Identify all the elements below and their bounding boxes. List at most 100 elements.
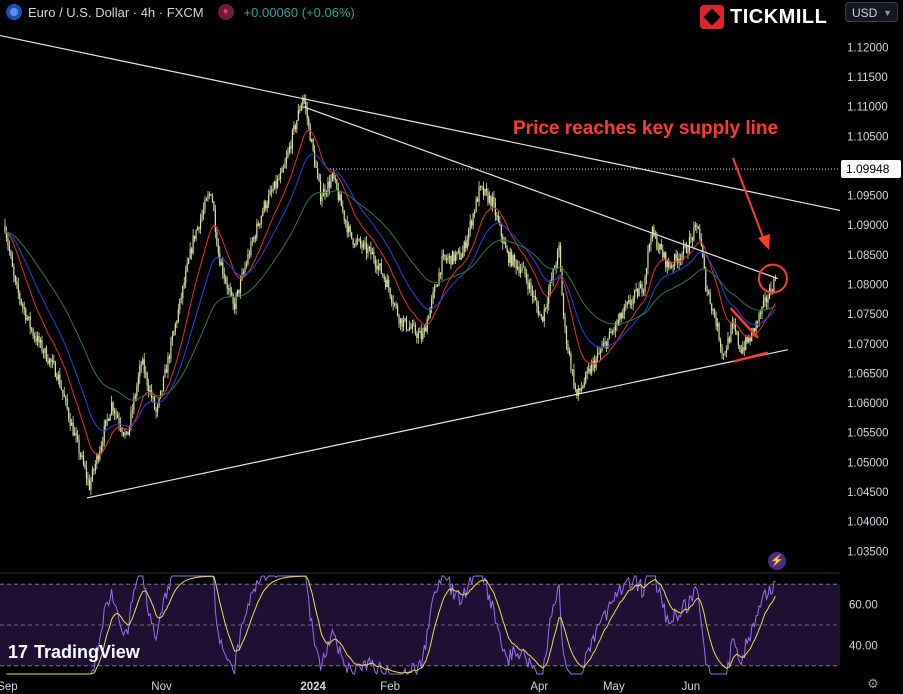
watermark-text: TradingView — [34, 642, 140, 662]
candle-body — [453, 251, 455, 262]
candle-body — [253, 236, 255, 242]
candle-body — [602, 343, 605, 348]
candle-body — [168, 356, 171, 359]
candle-body — [76, 435, 79, 440]
candle-body — [681, 253, 683, 260]
candle-body — [88, 479, 91, 490]
candle-body — [17, 284, 19, 293]
candle-body — [562, 295, 565, 317]
candle-body — [454, 254, 456, 262]
candle-body — [413, 324, 415, 326]
candle-body — [236, 289, 239, 296]
candle-body — [328, 181, 331, 188]
candle-body — [79, 453, 82, 457]
candle-body — [472, 213, 474, 226]
candle-body — [693, 227, 695, 241]
candle-body — [419, 331, 421, 333]
candle-body — [201, 214, 203, 220]
candle-body — [635, 288, 637, 291]
candle-body — [60, 386, 62, 390]
candle-body — [155, 408, 157, 413]
trendline — [302, 106, 779, 280]
candle-body — [564, 316, 566, 328]
currency-value: USD — [852, 6, 878, 20]
candle-body — [614, 322, 616, 332]
candle-body — [345, 219, 347, 222]
candle-body — [373, 252, 375, 260]
candle-body — [235, 295, 237, 310]
candle-body — [217, 244, 219, 253]
tickmill-logo-icon — [700, 5, 724, 29]
candle-body — [466, 239, 468, 248]
candle-body — [774, 278, 776, 280]
candle-body — [250, 241, 252, 256]
candle-body — [51, 360, 53, 362]
candle-body — [13, 266, 15, 276]
tradingview-watermark[interactable]: 17 TradingView — [8, 642, 140, 663]
candle-body — [262, 210, 264, 216]
candle-body — [316, 167, 319, 174]
candle-body — [516, 266, 519, 269]
candle-body — [121, 428, 123, 433]
lightning-icon[interactable]: ⚡ — [768, 552, 786, 570]
candle-body — [410, 327, 412, 329]
candle-body — [312, 139, 314, 151]
candle-body — [688, 237, 691, 252]
candle-body — [164, 368, 166, 377]
candle-body — [631, 303, 633, 305]
candle-body — [116, 414, 119, 419]
candle-body — [586, 370, 588, 373]
candle-body — [423, 327, 425, 334]
candle-body — [762, 300, 765, 307]
candle-body — [125, 431, 128, 433]
annotation-arrow — [732, 157, 765, 241]
trendline — [729, 307, 759, 339]
y-tick-label: 1.08000 — [847, 280, 889, 292]
rsi-signal-line — [6, 575, 776, 675]
symbol-title[interactable]: Euro / U.S. Dollar · 4h · FXCM — [28, 4, 204, 20]
candle-body — [542, 316, 544, 322]
symbol-header[interactable]: Euro / U.S. Dollar · 4h · FXCM ● +0.0006… — [0, 0, 355, 24]
candle-body — [128, 425, 131, 435]
candle-body — [308, 118, 310, 125]
candle-body — [349, 226, 351, 232]
candle-body — [391, 296, 393, 302]
candle-body — [534, 295, 536, 301]
candle-body — [663, 252, 665, 258]
candle-body — [588, 368, 590, 371]
candle-body — [149, 390, 151, 392]
candle-body — [711, 303, 713, 311]
candle-body — [268, 194, 270, 205]
candle-body — [650, 238, 652, 245]
candle-body — [626, 301, 628, 306]
trendline — [86, 349, 788, 499]
market-status-icon[interactable]: ● — [217, 4, 234, 20]
candle-body — [478, 186, 480, 202]
candle-body — [465, 242, 467, 248]
candle-body — [662, 249, 664, 258]
candle-body — [623, 306, 625, 314]
brand-name: TICKMILL — [730, 5, 828, 28]
candle-body — [31, 328, 33, 330]
candle-body — [414, 325, 416, 334]
y-tick-label: 1.11000 — [847, 102, 888, 114]
candle-body — [377, 265, 379, 270]
candle-body — [271, 190, 273, 192]
gear-icon[interactable]: ⚙ — [867, 676, 879, 691]
candle-body — [488, 195, 491, 203]
candle-body — [53, 360, 55, 363]
currency-select[interactable]: USD ▼ — [845, 2, 898, 22]
candle-body — [96, 455, 98, 464]
candle-body — [405, 318, 408, 330]
candle-body — [11, 256, 13, 267]
candle-body — [170, 340, 172, 359]
candle-body — [448, 255, 451, 258]
candle-body — [41, 339, 43, 352]
candle-body — [195, 230, 197, 239]
candle-body — [115, 413, 117, 415]
candle-body — [694, 224, 696, 228]
y-tick-label: 1.07000 — [847, 339, 889, 351]
candle-body — [617, 319, 619, 325]
price-change: +0.00060 (+0.06%) — [243, 4, 355, 20]
